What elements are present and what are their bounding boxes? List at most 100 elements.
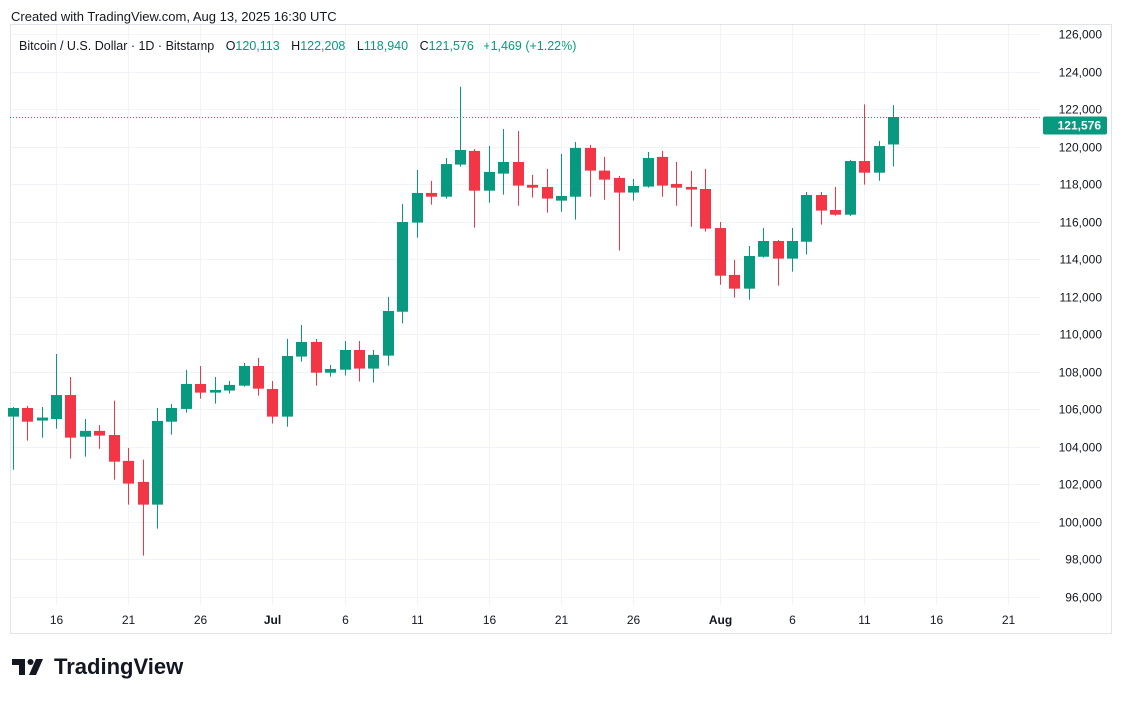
- candle-body: [498, 161, 509, 174]
- candle-up: [210, 377, 221, 404]
- candle-down: [657, 150, 668, 197]
- time-tick-label: 21: [122, 613, 136, 627]
- candle-body: [80, 430, 91, 437]
- candle-body: [37, 417, 48, 421]
- candle-body: [801, 195, 812, 242]
- candle-body: [267, 389, 278, 417]
- candle-body: [166, 407, 177, 422]
- candle-down: [729, 259, 740, 298]
- candle-up: [8, 407, 19, 470]
- candle-down: [513, 131, 524, 206]
- candle-body: [671, 183, 682, 188]
- time-tick-label: Jul: [264, 613, 281, 627]
- last-price-box: [1043, 116, 1107, 135]
- time-tick-label: 21: [1002, 613, 1016, 627]
- candle-body: [542, 186, 553, 199]
- candle-down: [599, 156, 610, 200]
- candle-body: [239, 365, 250, 386]
- price-tick-label: 114,000: [1060, 253, 1103, 267]
- low-value: 118,940: [363, 39, 409, 53]
- created-with-caption: Created with TradingView.com, Aug 13, 20…: [11, 9, 337, 24]
- time-tick-label: 6: [789, 613, 796, 627]
- candle-down: [773, 240, 784, 286]
- candle-up: [80, 419, 91, 457]
- candle-body: [455, 149, 466, 165]
- last-price-badge: 121,576: [1043, 116, 1107, 135]
- candle-up: [455, 86, 466, 167]
- candle-body: [484, 171, 495, 191]
- candle-up: [484, 146, 495, 203]
- price-tick-label: 110,000: [1060, 328, 1103, 342]
- candle-body: [325, 368, 336, 373]
- price-axis[interactable]: 96,000 98,000 100,000 102,000 104,000 106,000…: [1059, 28, 1103, 605]
- candle-body: [758, 240, 769, 257]
- candle-body: [22, 407, 33, 422]
- candle-down: [253, 357, 264, 396]
- candle-up: [181, 369, 192, 413]
- price-tick-label: 126,000: [1059, 28, 1103, 42]
- close-value: 121,576: [428, 39, 474, 53]
- price-tick-label: 120,000: [1059, 141, 1103, 155]
- candle-down: [686, 170, 697, 227]
- candle-body: [282, 356, 293, 417]
- price-tick-label: 96,000: [1065, 591, 1102, 605]
- low-label: L: [356, 39, 364, 53]
- high-label: H: [291, 39, 301, 53]
- candle-down: [816, 192, 827, 225]
- candle-down: [109, 400, 120, 480]
- candle-up: [787, 228, 798, 272]
- candle-up: [397, 204, 408, 324]
- candle-body: [340, 350, 351, 370]
- candle-down: [138, 459, 149, 556]
- candle-up: [340, 340, 351, 376]
- candle-body: [816, 195, 827, 211]
- open-label: O: [225, 39, 236, 53]
- time-axis[interactable]: 16 21 26 Jul 6 11 16 21 26 Aug 6 11 16 21: [50, 613, 1016, 627]
- candle-down: [426, 180, 437, 205]
- candle-up: [801, 192, 812, 255]
- candle-body: [311, 341, 322, 373]
- candle-up: [166, 404, 177, 435]
- close-label: C: [419, 39, 429, 53]
- candle-body: [383, 310, 394, 356]
- last-price-label: 121,576: [1058, 119, 1102, 133]
- candle-body: [787, 240, 798, 259]
- candle-body: [874, 146, 885, 173]
- chart-frame: [10, 24, 1112, 634]
- candle-down: [700, 168, 711, 232]
- candle-body: [585, 147, 596, 171]
- candle-down: [527, 174, 538, 198]
- time-tick-label: 16: [483, 613, 497, 627]
- candle-down: [354, 340, 365, 382]
- candle-down: [195, 365, 206, 399]
- candle-up: [383, 296, 394, 366]
- time-tick-label: 11: [411, 613, 424, 627]
- candle-body: [657, 156, 668, 186]
- candle-down: [614, 176, 625, 251]
- time-tick-label: 16: [930, 613, 944, 627]
- candle-body: [513, 161, 524, 186]
- price-tick-label: 100,000: [1059, 516, 1103, 530]
- candle-down: [469, 149, 480, 228]
- candle-down: [830, 186, 841, 216]
- candle-body: [614, 177, 625, 193]
- price-tick-label: 104,000: [1059, 441, 1103, 455]
- open-value: 120,113: [235, 39, 280, 53]
- change-value: +1,469 (+1.22%): [483, 39, 577, 53]
- candle-down: [94, 425, 105, 449]
- candle-up: [643, 152, 654, 188]
- tradingview-logo[interactable]: TradingView: [12, 654, 183, 680]
- candle-body: [354, 350, 365, 369]
- grid-lines: [10, 25, 1040, 605]
- candle-body: [397, 222, 408, 312]
- candle-body: [426, 192, 437, 197]
- candle-body: [181, 383, 192, 409]
- price-tick-label: 112,000: [1060, 291, 1103, 305]
- candle-body: [368, 354, 379, 369]
- candle-body: [469, 150, 480, 191]
- candle-body: [210, 389, 221, 393]
- candle-body: [556, 195, 567, 201]
- candle-up: [239, 362, 250, 387]
- symbol-title: Bitcoin / U.S. Dollar · 1D · Bitstamp: [19, 39, 215, 53]
